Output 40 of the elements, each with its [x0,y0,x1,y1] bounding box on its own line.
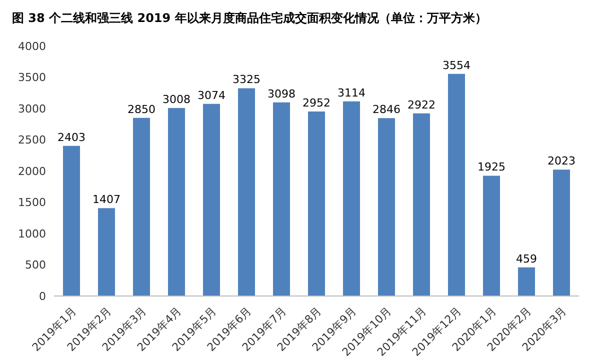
y-tick-label: 1500 [18,196,46,210]
y-tick-label: 3500 [18,71,46,84]
bar [203,104,220,296]
y-tick-label: 3000 [18,102,46,116]
data-label: 2952 [302,96,330,110]
data-label: 459 [516,252,537,266]
bar [378,118,395,296]
data-label: 3114 [338,86,366,100]
bar [518,267,535,296]
data-label: 2922 [408,98,436,112]
data-label: 3554 [442,58,470,72]
bar [483,176,500,296]
y-tick-label: 4000 [18,40,46,53]
bar [168,108,185,296]
data-label: 3098 [268,87,296,100]
bar [308,112,325,296]
y-tick-label: 0 [39,290,46,303]
data-label: 1925 [478,160,506,174]
data-label: 2846 [372,103,400,116]
bar [448,74,465,296]
data-label: 1407 [92,193,120,206]
bar [238,88,255,296]
data-label: 2023 [548,154,576,168]
y-tick-label: 2000 [18,164,46,178]
bar [273,102,290,296]
y-tick-label: 2500 [18,134,46,147]
bar [553,170,570,296]
bar [63,146,80,296]
data-label: 2850 [128,102,156,116]
bar [413,113,430,296]
data-label: 3074 [198,88,226,102]
bar [343,101,360,296]
data-label: 3008 [162,93,190,106]
data-label: 2403 [58,130,86,144]
chart-title: 图 38 个二线和强三线 2019 年以来月度商品住宅成交面积变化情况（单位：万平方米） [11,10,488,27]
y-tick-label: 500 [25,258,46,272]
bar [133,118,150,296]
y-tick-label: 1000 [18,227,46,240]
data-label: 3325 [232,73,260,86]
bar [98,208,115,296]
